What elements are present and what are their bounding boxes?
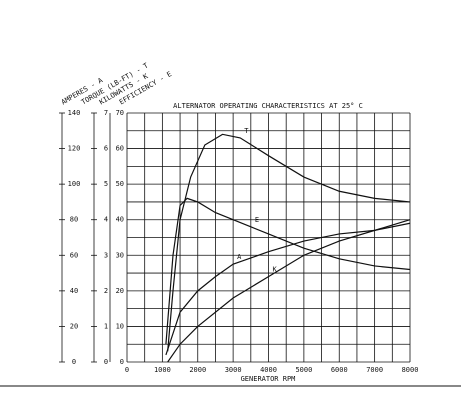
y-tick-label: 6: [104, 145, 108, 153]
y-tick-label: 3: [104, 251, 108, 259]
y-tick-label: 60: [116, 145, 124, 153]
y-tick-label: 2: [104, 287, 108, 295]
y-tick-label: 140: [68, 109, 81, 117]
y-tick-label: 80: [70, 216, 78, 224]
y-tick-label: 0: [120, 358, 124, 366]
x-axis-label: GENERATOR RPM: [241, 375, 296, 383]
y-tick-label: 40: [70, 287, 78, 295]
y-tick-label: 100: [68, 180, 81, 188]
curve-label: K: [273, 266, 278, 274]
y-tick-label: 70: [116, 109, 124, 117]
x-tick-label: 1000: [154, 366, 171, 374]
x-tick-label: 0: [125, 366, 129, 374]
y-tick-label: 4: [104, 216, 108, 224]
curve: [167, 133, 411, 352]
x-tick-label: 5000: [295, 366, 312, 374]
y-tick-label: 60: [70, 251, 78, 259]
x-tick-label: 6000: [331, 366, 348, 374]
x-tick-label: 7000: [366, 366, 383, 374]
y-tick-label: 5: [104, 180, 108, 188]
y-tick-label: 30: [116, 251, 124, 259]
y-tick-label: 120: [68, 145, 81, 153]
y-tick-label: 20: [116, 287, 124, 295]
curve: [165, 222, 411, 356]
x-tick-label: 4000: [260, 366, 277, 374]
y-tick-label: 40: [116, 216, 124, 224]
curve-label: T: [244, 127, 249, 135]
y-tick-label: 7: [104, 109, 108, 117]
x-tick-label: 2000: [189, 366, 206, 374]
chart-title: ALTERNATOR OPERATING CHARACTERISTICS AT …: [173, 102, 363, 110]
y-tick-label: 50: [116, 180, 124, 188]
curve: [167, 219, 411, 363]
curve: [165, 197, 411, 345]
y-tick-label: 20: [70, 322, 78, 330]
x-tick-label: 3000: [225, 366, 242, 374]
x-tick-label: 8000: [402, 366, 419, 374]
y-tick-label: 0: [72, 358, 76, 366]
curve-label: E: [255, 216, 259, 224]
y-tick-label: 0: [104, 358, 108, 366]
curve-label: A: [237, 253, 242, 261]
y-tick-label: 1: [104, 322, 108, 330]
y-tick-label: 10: [116, 322, 124, 330]
